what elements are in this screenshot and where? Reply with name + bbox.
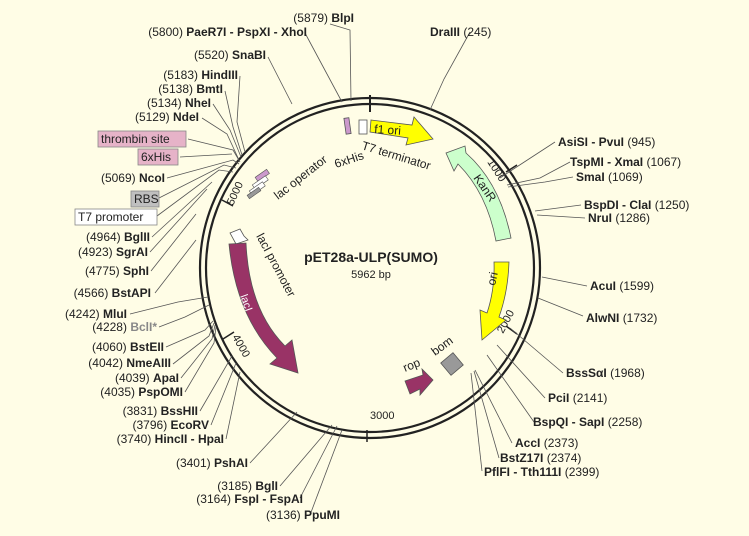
enzyme-label: AsiSI - PvuI (945): [558, 135, 655, 149]
boxed-label-thrombin-site: thrombin site: [97, 130, 187, 148]
leader-lines: [129, 23, 588, 516]
enzyme-label: (4060) BstEII: [92, 340, 164, 354]
enzyme-label: TspMI - XmaI (1067): [570, 155, 681, 169]
feature-bom-box: [440, 352, 464, 376]
enzyme-label: (5069) NcoI: [101, 171, 165, 185]
enzyme-label: (4039) ApaI: [115, 371, 179, 385]
enzyme-labels-right: DraIII (245) AsiSI - PvuI (945) TspMI - …: [430, 25, 689, 479]
enzyme-label: BspDI - ClaI (1250): [584, 198, 689, 212]
enzyme-labels-left: (5879) BlpI (5800) PaeR7I - PspXI - XhoI…: [65, 11, 354, 522]
feature-label-6xhis-inner: 6xHis: [333, 148, 366, 171]
enzyme-label: (5134) NheI: [147, 96, 211, 110]
enzyme-label: PciI (2141): [548, 391, 607, 405]
scale-tick-3000: 3000: [366, 410, 394, 442]
svg-text:6xHis: 6xHis: [141, 150, 171, 164]
scale-tick-4000: 4000: [222, 331, 252, 360]
boxed-label-rbs: RBS: [130, 190, 160, 208]
feature-lac-operator-cluster: [246, 168, 270, 200]
feature-6xhis-marker: [343, 117, 352, 135]
enzyme-label: NruI (1286): [588, 211, 650, 225]
enzyme-label: (5800) PaeR7I - PspXI - XhoI: [148, 25, 307, 39]
svg-text:T7 promoter: T7 promoter: [78, 210, 143, 224]
feature-f1-ori-arrow: [369, 116, 434, 146]
feature-label-lac-operator: lac operator: [271, 152, 330, 202]
enzyme-label: (5183) HindIII: [163, 68, 238, 82]
enzyme-label: (4775) SphI: [85, 264, 149, 278]
enzyme-label: DraIII (245): [430, 25, 491, 39]
enzyme-label: AlwNI (1732): [586, 311, 657, 325]
feature-laci-promoter-arrow: [229, 228, 249, 245]
enzyme-label: (3164) FspI - FspAI: [196, 492, 303, 506]
svg-text:RBS: RBS: [134, 192, 159, 206]
enzyme-label: (3740) HincII - HpaI: [117, 432, 224, 446]
svg-text:thrombin site: thrombin site: [101, 132, 170, 146]
enzyme-label: BssSαI (1968): [566, 366, 645, 380]
enzyme-label: AcuI (1599): [590, 279, 654, 293]
feature-laci-arrow: [228, 242, 299, 374]
enzyme-label: (4566) BstAPI: [74, 286, 151, 300]
enzyme-label: (5129) NdeI: [135, 110, 199, 124]
feature-ori-arrow: [479, 261, 510, 341]
feature-kanr-arrow: [445, 145, 512, 242]
enzyme-label: (4923) SgrAI: [78, 245, 148, 259]
enzyme-label: (5138) BmtI: [158, 82, 223, 96]
enzyme-label: BspQI - SapI (2258): [533, 415, 642, 429]
scale-tick-5000: 5000: [221, 180, 246, 207]
enzyme-label: (4964) BglII: [86, 230, 150, 244]
feature-label-laci-promoter: lacI promoter: [253, 231, 298, 299]
boxed-label-t7-promoter: T7 promoter: [74, 208, 158, 226]
tick-label-4000: 4000: [229, 333, 252, 360]
plasmid-title: pET28a-ULP(SUMO): [304, 249, 438, 265]
enzyme-label: (4042) NmeAIII: [88, 356, 171, 370]
enzyme-label: (3796) EcoRV: [133, 418, 210, 432]
feature-label-rop: rop: [401, 355, 423, 375]
feature-label-ori: ori: [484, 271, 500, 287]
enzyme-label: (3831) BssHII: [123, 404, 198, 418]
enzyme-label: PflFI - Tth111I (2399): [484, 465, 599, 479]
enzyme-label: (4228) BclI*: [92, 320, 157, 334]
feature-rop-arrow: [404, 367, 434, 397]
feature-label-f1-ori: f1 ori: [374, 122, 402, 138]
feature-label-t7-terminator: T7 terminator: [360, 138, 432, 172]
enzyme-label: (5520) SnaBI: [194, 48, 266, 62]
feature-label-laci: lacI: [237, 293, 254, 313]
enzyme-label: (5879) BlpI: [293, 11, 354, 25]
enzyme-label: (4242) MluI: [65, 307, 127, 321]
boxed-label-6xhis: 6xHis: [137, 148, 179, 166]
enzyme-label: SmaI (1069): [576, 170, 643, 184]
enzyme-label: (3401) PshAI: [176, 456, 248, 470]
enzyme-label: (3185) BglI: [217, 479, 278, 493]
enzyme-label: (3136) PpuMI: [266, 508, 340, 522]
tick-label-3000: 3000: [370, 410, 394, 422]
enzyme-label: (4035) PspOMI: [100, 385, 183, 399]
enzyme-label: BstZ17I (2374): [500, 451, 581, 465]
enzyme-label: AccI (2373): [515, 436, 578, 450]
plasmid-length: 5962 bp: [351, 269, 391, 281]
feature-t7-terminator-marker: [358, 119, 368, 135]
